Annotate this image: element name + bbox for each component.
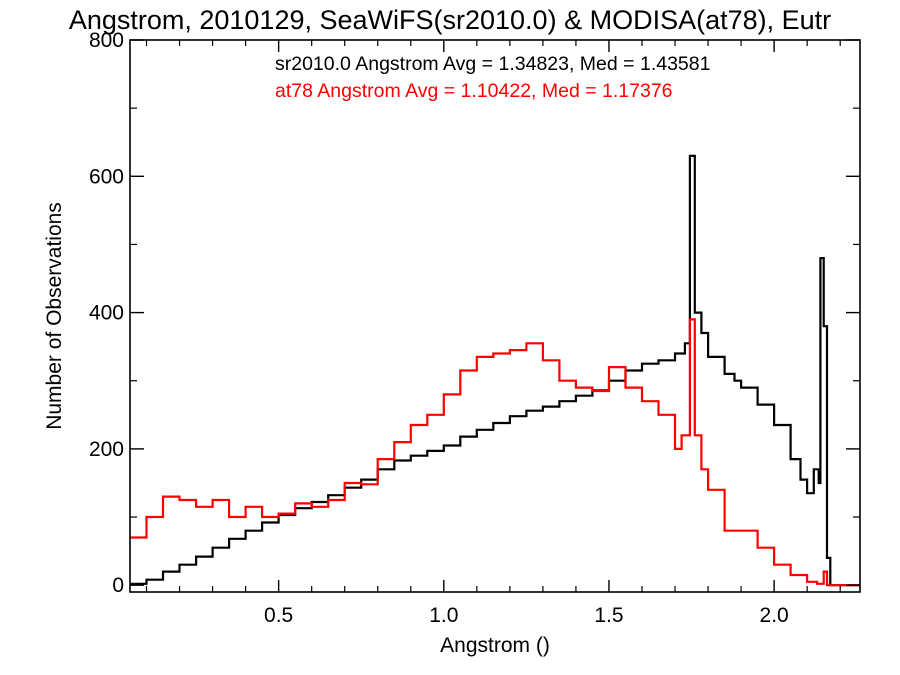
annotation-red-stats: at78 Angstrom Avg = 1.10422, Med = 1.173… bbox=[275, 80, 673, 102]
x-tick-label: 0.5 bbox=[264, 604, 293, 627]
annotation-black-stats: sr2010.0 Angstrom Avg = 1.34823, Med = 1… bbox=[275, 53, 710, 75]
y-tick-label: 600 bbox=[89, 165, 124, 188]
x-tick-label: 1.0 bbox=[429, 604, 458, 627]
chart-title: Angstrom, 2010129, SeaWiFS(sr2010.0) & M… bbox=[69, 5, 831, 35]
x-tick-label: 2.0 bbox=[760, 604, 789, 627]
series-layer bbox=[130, 154, 860, 587]
series-line-0 bbox=[130, 154, 860, 587]
y-tick-label: 0 bbox=[112, 574, 124, 597]
ticks-layer: 0.5 1.0 1.5 2.0 0 200 400 600 800 bbox=[89, 29, 860, 627]
y-tick-label: 200 bbox=[89, 438, 124, 461]
plot-frame bbox=[129, 39, 861, 593]
x-axis-label: Angstrom () bbox=[440, 634, 550, 657]
series-line-1 bbox=[130, 318, 860, 587]
y-tick-label: 800 bbox=[89, 29, 124, 52]
y-axis-label: Number of Observations bbox=[43, 202, 66, 430]
y-tick-label: 400 bbox=[89, 302, 124, 325]
x-tick-label: 1.5 bbox=[594, 604, 623, 627]
